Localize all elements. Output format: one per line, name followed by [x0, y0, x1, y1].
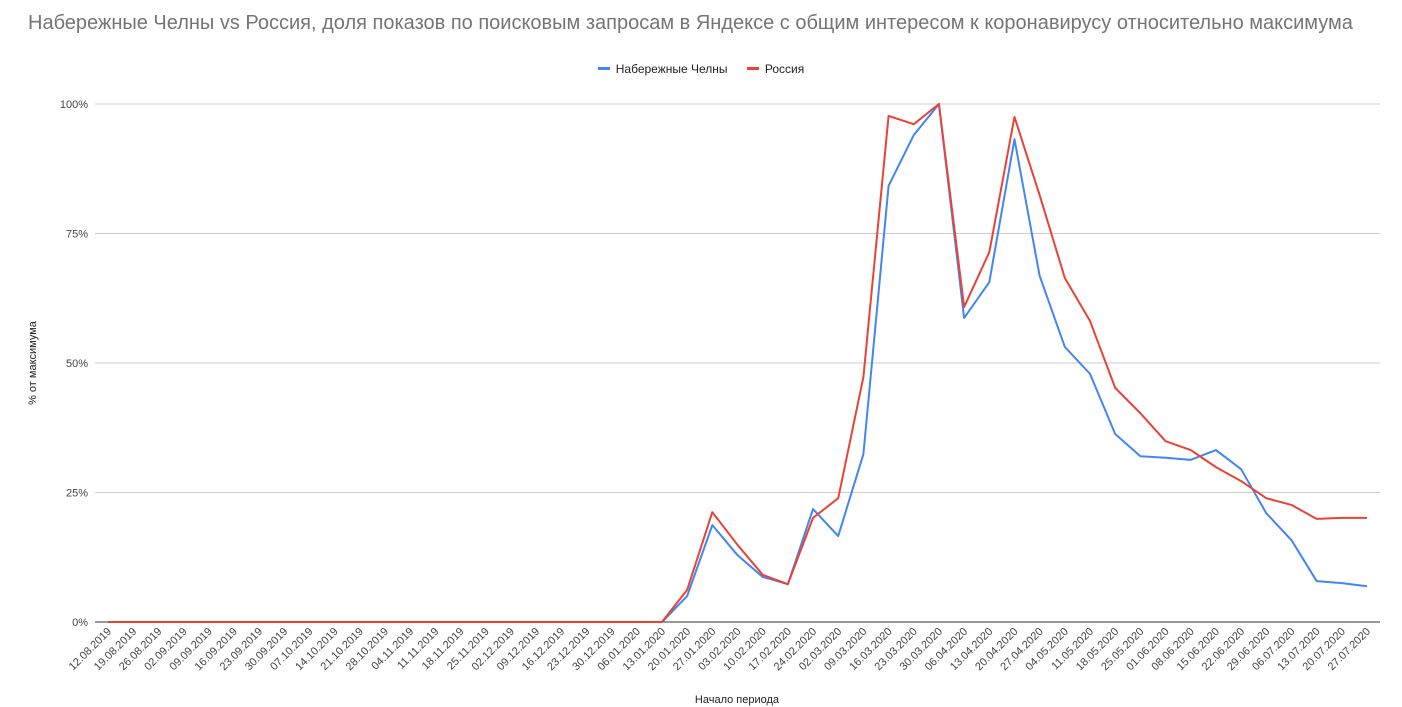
y-axis-label: % от максимума — [27, 320, 39, 405]
y-tick-label: 25% — [66, 488, 88, 500]
legend-swatch — [597, 67, 610, 70]
legend-label: Россия — [764, 61, 805, 76]
legend-item-naberezhnye-chelny[interactable]: Набережные Челны — [597, 61, 728, 76]
legend-label: Набережные Челны — [615, 61, 728, 76]
chart-title: Набережные Челны vs Россия, доля показов… — [28, 12, 1353, 34]
legend-item-russia[interactable]: Россия — [746, 61, 805, 76]
legend-swatch — [746, 67, 759, 70]
y-tick-label: 100% — [60, 99, 88, 111]
x-axis-label: Начало периода — [695, 694, 780, 706]
y-tick-label: 0% — [72, 617, 88, 629]
y-tick-label: 50% — [66, 358, 88, 370]
y-tick-label: 75% — [66, 229, 88, 241]
legend: Набережные Челны Россия — [0, 59, 1402, 76]
series-line-1 — [108, 103, 1367, 623]
